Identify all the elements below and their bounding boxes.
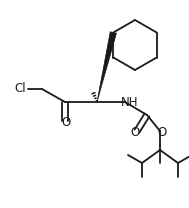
Text: Cl: Cl xyxy=(14,83,26,95)
Text: O: O xyxy=(157,125,167,139)
Text: NH: NH xyxy=(121,95,139,109)
Polygon shape xyxy=(97,32,116,102)
Text: O: O xyxy=(61,115,71,129)
Text: O: O xyxy=(130,125,140,139)
